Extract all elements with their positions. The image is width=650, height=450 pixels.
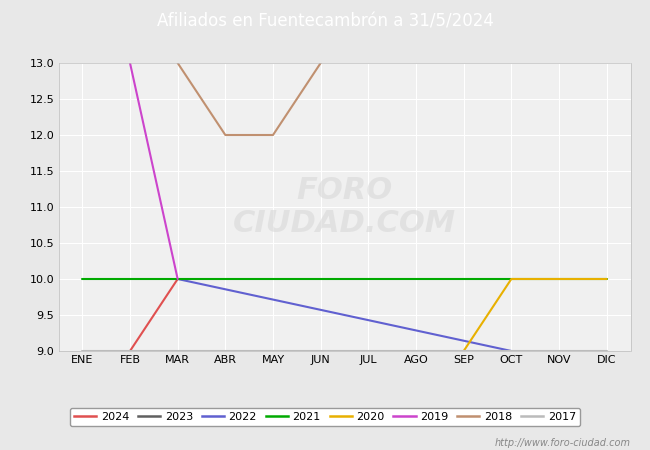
Text: FORO
CIUDAD.COM: FORO CIUDAD.COM bbox=[233, 176, 456, 238]
Legend: 2024, 2023, 2022, 2021, 2020, 2019, 2018, 2017: 2024, 2023, 2022, 2021, 2020, 2019, 2018… bbox=[70, 408, 580, 427]
Text: Afiliados en Fuentecambrón a 31/5/2024: Afiliados en Fuentecambrón a 31/5/2024 bbox=[157, 12, 493, 31]
Text: http://www.foro-ciudad.com: http://www.foro-ciudad.com bbox=[495, 438, 630, 448]
